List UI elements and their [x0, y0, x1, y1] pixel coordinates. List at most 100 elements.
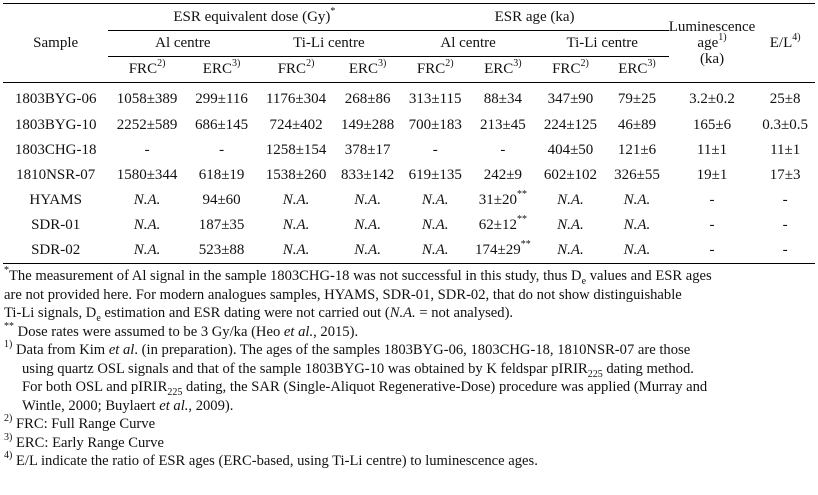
footnote-text: Dose rates were assumed to be 3 Gy/ka (H… — [14, 323, 284, 340]
footnote-mark: 2) — [580, 58, 589, 69]
cell-de-ti-frc: N.A. — [257, 238, 335, 264]
footnote-mark: 2) — [306, 58, 315, 69]
subscript: 225 — [587, 368, 603, 380]
header-row-2: Al centre Ti-Li centre Al centre Ti-Li c… — [3, 30, 815, 57]
col-header-esr-age: ESR age (ka) — [400, 3, 669, 31]
cell-age-al-erc: 88±34 — [470, 83, 536, 114]
cell-age-ti-erc: N.A. — [623, 192, 651, 208]
cell-age-ti-erc: N.A. — [623, 217, 651, 233]
footnote-5: 3) ERC: Early Range Curve — [4, 431, 814, 453]
cell-age-ti-frc: 404±50 — [547, 142, 594, 158]
cell-de-al-erc: - — [219, 142, 225, 158]
cell-de-ti-erc: N.A. — [354, 192, 381, 208]
footnote-mark: 2) — [445, 58, 454, 69]
col-header-esr-de: ESR equivalent dose (Gy)* — [108, 3, 401, 31]
cell-value: 62±12 — [478, 217, 517, 233]
cell-sample: 1810NSR-07 — [16, 167, 96, 183]
col-header-sample: Sample — [3, 3, 109, 83]
cell-de-al-frc: 1580±344 — [116, 167, 178, 183]
footnote-text: are not provided here. For modern analog… — [4, 286, 682, 303]
col-header-luminescence: Luminescence age1) (ka) — [668, 3, 756, 83]
cell-lum: 19±1 — [696, 167, 728, 183]
footnote-text: N.A. — [389, 305, 416, 321]
footnote-text: , 2009). — [188, 397, 234, 414]
cell-age-ti-frc: 602±102 — [543, 167, 598, 183]
cell-value: 242±9 — [483, 167, 522, 183]
header-sample: Sample — [33, 34, 79, 51]
cell-age-ti-erc: 79±25 — [617, 90, 657, 107]
cell-de-ti-erc: 149±288 — [341, 117, 395, 133]
cell-sample: SDR-02 — [3, 238, 109, 264]
cell-de-al-erc: 187±35 — [198, 217, 245, 233]
footnote-mark: 3) — [513, 58, 522, 69]
footnote-mark: 3) — [378, 58, 387, 69]
cell-age-al-frc: N.A. — [400, 238, 470, 264]
cell-sample: HYAMS — [29, 192, 82, 208]
cell-age-al-frc: N.A. — [421, 192, 449, 208]
cell-de-al-frc: N.A. — [133, 192, 161, 208]
header-tili-centre: Ti-Li centre — [566, 35, 638, 51]
header-row-1: Sample ESR equivalent dose (Gy)* ESR age… — [3, 3, 815, 83]
header-frc: FRC — [128, 61, 158, 77]
footnote-mark: ** — [4, 320, 14, 332]
cell-age-al-frc: 313±115 — [408, 90, 462, 107]
footnote-text: ERC: Early Range Curve — [12, 434, 164, 451]
cell-value: - — [500, 142, 506, 158]
footnote-mark: * — [4, 265, 9, 277]
footnote-mark: 4) — [4, 450, 13, 462]
cell-age-al-frc: 619±135 — [408, 167, 462, 183]
header-lum-line2: age — [697, 35, 719, 51]
header-row-3: FRC2) ERC3) FRC2) ERC3) FRC2) ERC3) FRC2… — [3, 56, 815, 83]
header-erc: ERC — [348, 61, 379, 77]
table-row: 1803BYG-10 2252±589 686±145 724±402 149±… — [3, 113, 815, 138]
col-header-tili-centre: Ti-Li centre — [257, 30, 401, 57]
footnote-text: FRC: Full Range Curve — [12, 416, 156, 432]
cell-value: 213±45 — [479, 117, 526, 133]
table-row: SDR-02 N.A. 523±88 N.A. N.A. N.A. 174±29… — [3, 238, 815, 264]
cell-de-al-frc: 1058±389 — [116, 90, 178, 107]
header-lum-line1: Luminescence — [668, 19, 756, 35]
footnote-4: 2) FRC: Full Range Curve — [4, 414, 814, 434]
col-header-al-centre: Al centre — [108, 30, 258, 57]
col-header-frc: FRC2) — [257, 56, 335, 83]
cell-age-al-erc: 62±12** — [470, 213, 536, 238]
footnote-text: . (in preparation). The ages of the samp… — [134, 342, 691, 358]
footnote-text: values and ESR ages — [586, 268, 712, 284]
cell-age-al-erc: - — [470, 138, 536, 163]
cell-sample: 1803CHG-18 — [14, 142, 97, 158]
cell-de-al-erc: 686±145 — [194, 117, 249, 133]
cell-age-ti-frc: 224±125 — [543, 117, 598, 133]
footnote-mark: 1) — [718, 32, 727, 43]
footnote-mark: 3) — [647, 58, 656, 69]
footnote-mark: 3) — [4, 431, 13, 443]
cell-de-al-erc: 94±60 — [202, 192, 241, 208]
footnote-text: estimation and ESR dating were not carri… — [100, 305, 390, 321]
cell-de-al-frc: N.A. — [108, 238, 186, 264]
header-esr-de: ESR equivalent dose (Gy) — [173, 8, 331, 25]
cell-sample: 1803BYG-10 — [14, 117, 97, 133]
cell-de-al-erc: 523±88 — [185, 238, 258, 264]
cell-age-ti-frc: 347±90 — [547, 90, 594, 107]
header-lum-line3: (ka) — [699, 51, 725, 67]
col-header-erc: ERC3) — [469, 56, 536, 83]
cell-age-al-frc: 700±183 — [408, 117, 462, 133]
footnote-text: et al. — [159, 397, 189, 414]
footnote-mark: ** — [516, 214, 527, 225]
footnote-3: 1) Data from Kim et al. (in preparation)… — [4, 340, 814, 360]
footnote-text: Ti-Li signals, D — [4, 305, 97, 321]
footnote-text: et al. — [283, 323, 314, 340]
header-frc: FRC — [552, 61, 581, 77]
footnote-text: E/L indicate the ratio of ESR ages (ERC-… — [12, 453, 538, 469]
cell-de-ti-erc: 833±142 — [341, 167, 395, 183]
footnote-1-cont: are not provided here. For modern analog… — [4, 286, 814, 305]
cell-age-al-erc: 174±29** — [469, 238, 536, 264]
col-header-al-centre-age: Al centre — [400, 30, 536, 57]
footnote-6: 4) E/L indicate the ratio of ESR ages (E… — [4, 450, 814, 471]
cell-age-ti-erc: 121±6 — [617, 142, 657, 158]
footnote-1: *The measurement of Al signal in the sam… — [4, 265, 814, 287]
footnotes: *The measurement of Al signal in the sam… — [4, 265, 814, 471]
table-row: 1803BYG-06 1058±389 299±116 1176±304 268… — [3, 83, 815, 114]
footnote-text: = not analysed). — [415, 305, 514, 321]
table-row: 1803CHG-18 - - 1258±154 378±17 - - 404±5… — [3, 138, 815, 163]
